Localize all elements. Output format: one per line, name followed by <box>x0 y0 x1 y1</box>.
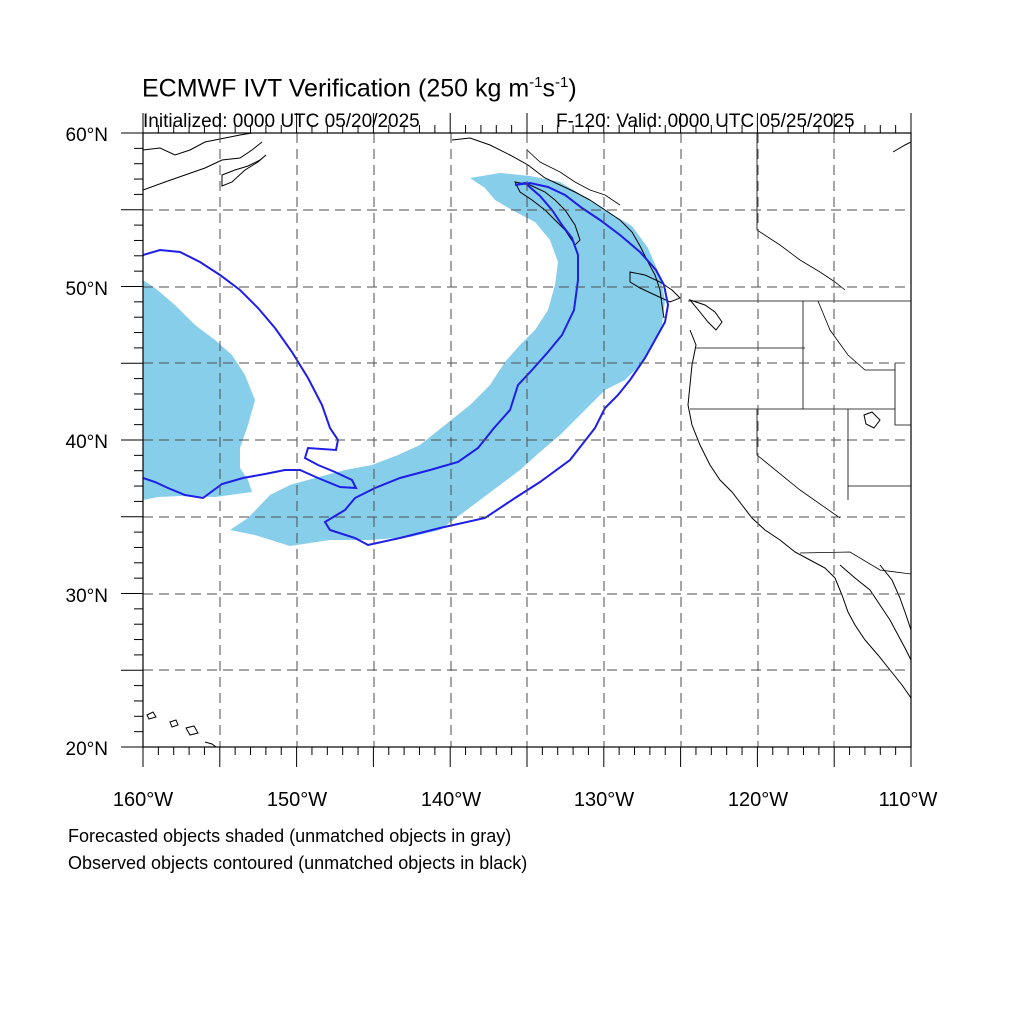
forecast-objects <box>143 173 665 546</box>
coastlines <box>143 133 911 747</box>
coastline-hudson <box>892 141 911 153</box>
lon-label-160w: 160°W <box>113 789 173 811</box>
note-observed: Observed objects contoured (unmatched ob… <box>68 853 528 873</box>
border-bc-ab <box>756 133 846 291</box>
coastline-hawaii-2 <box>169 719 179 728</box>
coastline-hawaii-4 <box>204 741 217 747</box>
axis-labels: 60°N 50°N 40°N 30°N 20°N 160°W 150°W 140… <box>66 125 938 811</box>
forecast-object-west <box>143 280 255 500</box>
coastline-west-us <box>687 329 836 579</box>
lat-label-20n: 20°N <box>66 739 108 760</box>
lon-label-130w: 130°W <box>574 789 634 811</box>
coastline-hawaii-3 <box>185 725 199 736</box>
axis-ticks <box>121 113 912 767</box>
coastline-vancouver-island <box>629 271 681 303</box>
grid-lines <box>143 133 911 747</box>
coastline-baja <box>834 577 911 699</box>
lon-label-110w: 110°W <box>879 789 938 811</box>
border-ca-nv <box>756 409 841 519</box>
lon-label-120w: 120°W <box>728 789 788 811</box>
political-borders <box>526 133 911 575</box>
border-us-mexico <box>799 551 911 575</box>
lat-label-60n: 60°N <box>66 125 108 146</box>
observed-object-contour-west <box>143 248 358 500</box>
lat-label-40n: 40°N <box>66 432 108 453</box>
lat-label-50n: 50°N <box>66 279 108 300</box>
coastline-mainland-mexico <box>879 564 911 631</box>
coastline-kodiak <box>221 154 267 187</box>
initialized-label: Initialized: 0000 UTC 05/20/2025 <box>143 111 420 132</box>
coastline-bc-islands <box>514 181 581 246</box>
figure-title: ECMWF IVT Verification (250 kg m-1s-1) <box>142 74 577 103</box>
border-canada-alaska <box>526 149 621 206</box>
coastline-gulf-of-alaska <box>451 137 665 319</box>
lat-label-30n: 30°N <box>66 586 108 607</box>
coastline-baja-gulf <box>839 564 911 661</box>
note-forecast: Forecasted objects shaded (unmatched obj… <box>68 826 512 846</box>
coastline-alaska-peninsula <box>143 141 263 191</box>
coastline-hawaii-1 <box>146 711 157 720</box>
coastline-alaska-north <box>143 133 253 156</box>
lon-label-140w: 140°W <box>421 789 481 811</box>
observed-object-contour <box>323 181 670 547</box>
coastline-puget <box>688 298 723 331</box>
valid-time-label: F-120: Valid: 0000 UTC 05/25/2025 <box>556 111 855 132</box>
border-wy <box>894 363 911 426</box>
lon-label-150w: 150°W <box>267 789 327 811</box>
coastline-salton <box>863 411 881 429</box>
border-id-mt <box>817 300 895 371</box>
forecast-object-main <box>230 173 665 546</box>
